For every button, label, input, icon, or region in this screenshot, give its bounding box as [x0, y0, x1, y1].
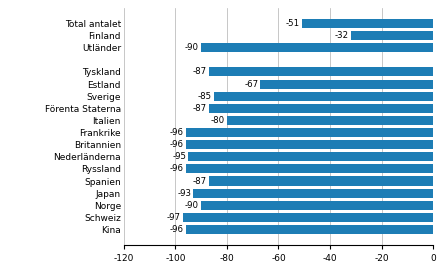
- Text: -87: -87: [193, 177, 207, 186]
- Bar: [201, 201, 433, 210]
- Bar: [260, 79, 433, 89]
- Text: -96: -96: [170, 164, 183, 173]
- Text: -87: -87: [193, 104, 207, 113]
- Text: -96: -96: [170, 128, 183, 137]
- Text: -90: -90: [185, 43, 199, 52]
- Text: -93: -93: [177, 189, 191, 198]
- Text: -95: -95: [172, 152, 186, 161]
- Text: -51: -51: [286, 19, 300, 28]
- Text: -32: -32: [335, 31, 349, 40]
- Text: -87: -87: [193, 67, 207, 76]
- Bar: [227, 116, 433, 125]
- Text: -67: -67: [244, 80, 258, 89]
- Text: -96: -96: [170, 140, 183, 149]
- Text: -85: -85: [198, 92, 212, 101]
- Bar: [194, 188, 433, 198]
- Bar: [188, 152, 433, 161]
- Bar: [214, 92, 433, 101]
- Bar: [209, 177, 433, 186]
- Bar: [351, 31, 433, 40]
- Bar: [301, 19, 433, 28]
- Bar: [183, 213, 433, 222]
- Text: -96: -96: [170, 225, 183, 234]
- Text: -90: -90: [185, 201, 199, 210]
- Bar: [209, 104, 433, 113]
- Bar: [186, 225, 433, 234]
- Bar: [209, 67, 433, 76]
- Text: -97: -97: [167, 213, 181, 222]
- Bar: [186, 128, 433, 137]
- Text: -80: -80: [211, 116, 225, 125]
- Bar: [186, 140, 433, 149]
- Bar: [201, 43, 433, 52]
- Bar: [186, 164, 433, 174]
